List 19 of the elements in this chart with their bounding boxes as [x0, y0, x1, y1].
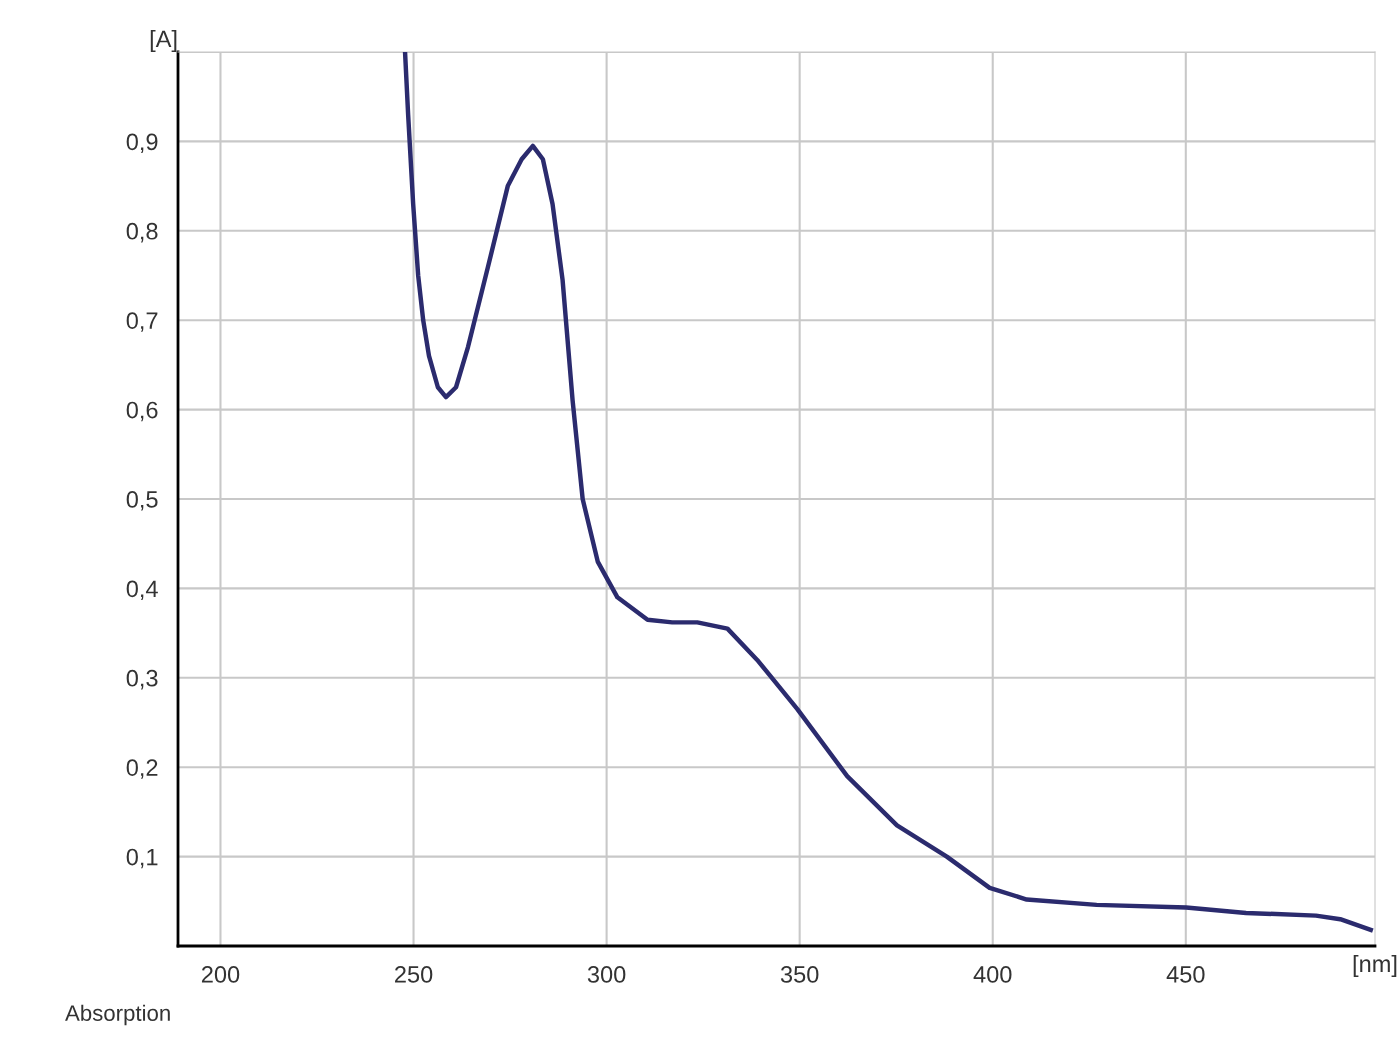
- x-axis-title: [nm]: [1353, 954, 1397, 977]
- y-tick-label: 0,1: [126, 848, 158, 869]
- x-tick-label: 450: [1166, 966, 1205, 983]
- y-tick-label: 0,5: [126, 491, 158, 511]
- y-tick-label: 0,2: [126, 759, 158, 779]
- x-tick-label: 200: [201, 966, 240, 983]
- y-tick-label: 0,6: [126, 401, 158, 422]
- line-series: [402, 52, 1373, 933]
- y-tick-label: 0,3: [126, 669, 158, 690]
- y-tick-label: 0,7: [126, 312, 158, 332]
- x-tick-label: 250: [395, 966, 433, 983]
- y-tick-label: 0,4: [126, 580, 158, 600]
- y-axis-title: [A]: [150, 29, 177, 52]
- x-tick-label: 300: [587, 966, 626, 983]
- y-tick-label: 0,8: [126, 222, 158, 243]
- x-tick-label: 400: [973, 966, 1012, 983]
- y-tick-label: 0,9: [126, 133, 158, 153]
- text: Absorption: [65, 1004, 170, 1026]
- x-tick-label: 350: [780, 966, 819, 983]
